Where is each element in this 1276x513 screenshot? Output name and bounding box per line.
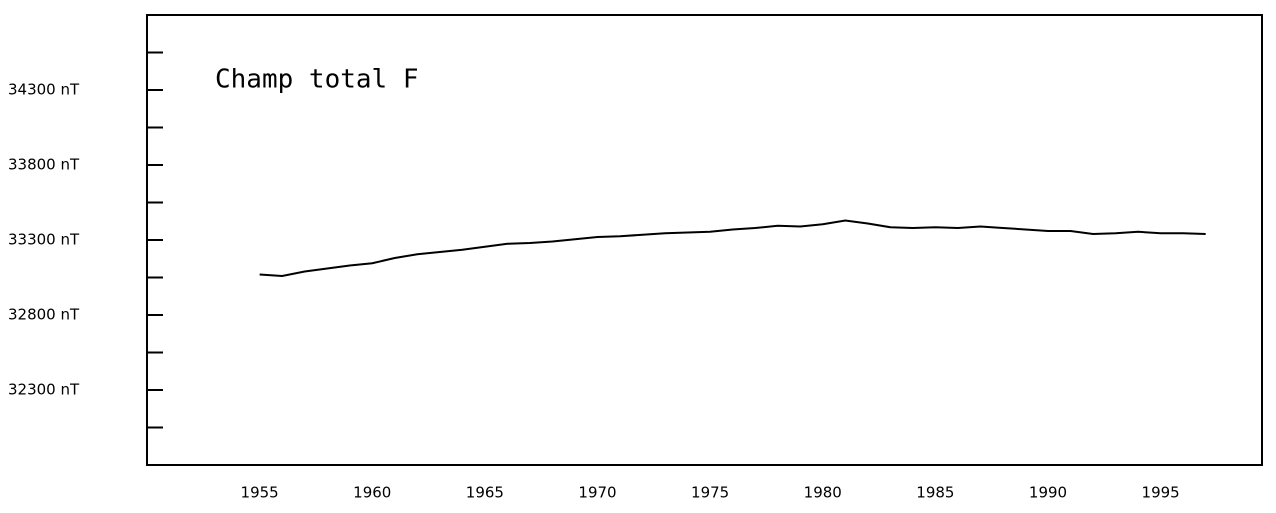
x-tick-label: 1990	[1029, 484, 1067, 502]
chart-title: Champ total F	[215, 65, 419, 95]
data-line	[259, 219, 1206, 278]
x-tick-label: 1970	[578, 484, 616, 502]
x-tick-label: 1975	[691, 484, 729, 502]
x-tick-label: 1995	[1142, 484, 1180, 502]
y-tick-label: 32800 nT	[8, 306, 80, 324]
x-tick-label: 1965	[466, 484, 504, 502]
x-tick-label: 1980	[804, 484, 842, 502]
y-tick-label: 33300 nT	[8, 231, 80, 249]
y-tick-label: 34300 nT	[8, 81, 80, 99]
x-tick-label: 1955	[241, 484, 279, 502]
x-tick-label: 1985	[916, 484, 954, 502]
y-tick-label: 32300 nT	[8, 381, 80, 399]
y-tick-label: 33800 nT	[8, 156, 80, 174]
x-tick-label: 1960	[353, 484, 391, 502]
